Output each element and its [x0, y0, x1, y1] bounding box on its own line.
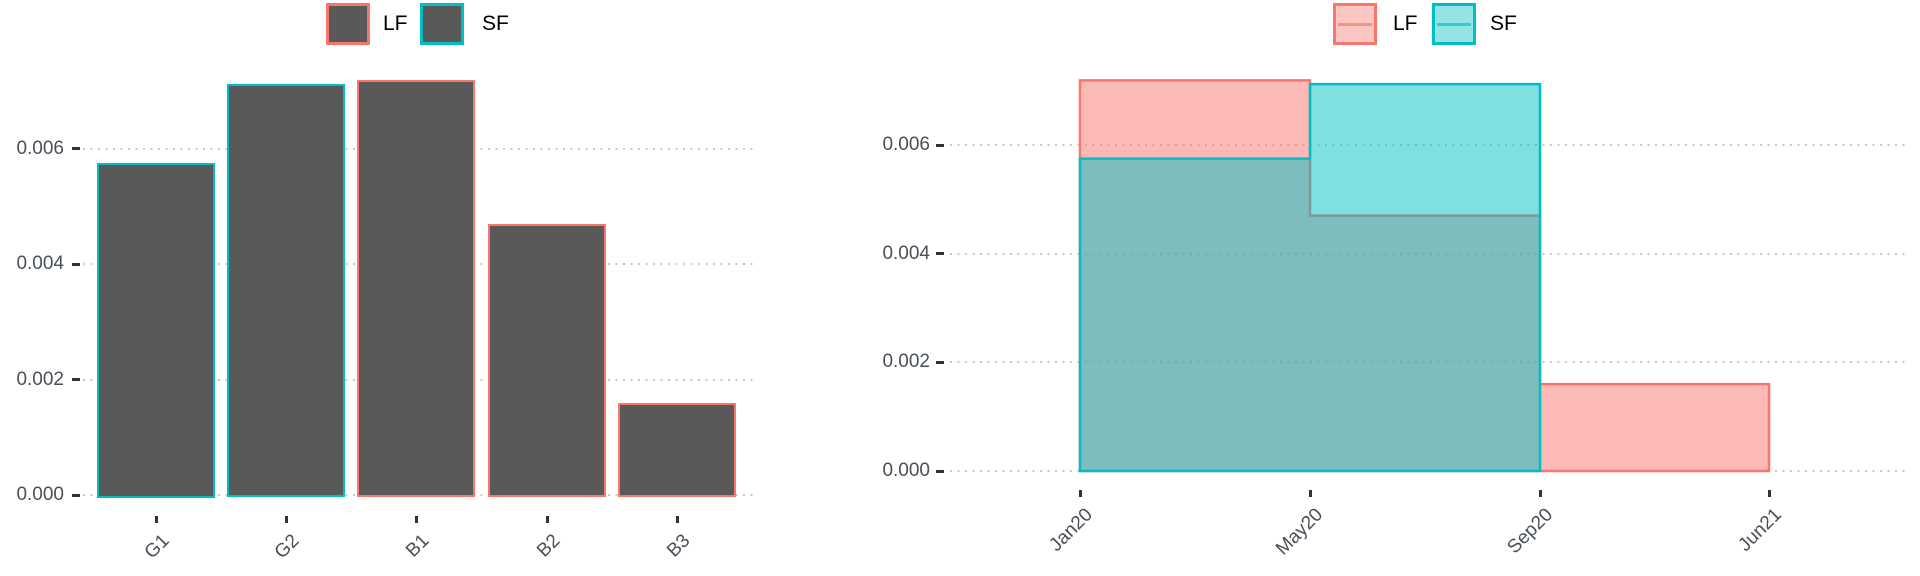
bar-b1 — [357, 79, 475, 498]
area-sf — [1078, 82, 1542, 473]
y-tick-mark — [72, 147, 80, 150]
x-tick-mark — [1538, 490, 1542, 497]
x-tick-mark — [545, 516, 549, 523]
legend-key-line-lf — [1338, 22, 1372, 26]
bar-g1 — [97, 162, 215, 498]
y-tick-label: 0.002 — [16, 368, 64, 390]
y-tick-mark — [72, 378, 80, 381]
legend-key-lf — [1333, 3, 1377, 45]
y-tick-label: 0.000 — [16, 484, 64, 505]
y-tick-mark — [72, 262, 80, 266]
y-tick-label: 0.004 — [882, 242, 930, 264]
bar-b3 — [618, 402, 736, 498]
legend-key-lf — [326, 3, 370, 45]
legend-key-sf — [1432, 3, 1476, 45]
y-tick-mark — [936, 252, 944, 256]
legend-key-sf — [420, 3, 464, 45]
bar-b2 — [488, 223, 606, 498]
y-tick-mark — [936, 469, 944, 473]
y-tick-label: 0.000 — [882, 460, 930, 481]
x-tick-mark — [284, 516, 288, 523]
y-tick-mark — [72, 493, 80, 497]
x-tick-mark — [1308, 490, 1312, 497]
x-tick-mark — [1767, 490, 1771, 497]
x-tick-mark — [154, 516, 158, 523]
bar-g2 — [227, 83, 345, 498]
legend-label-lf: LF — [1393, 12, 1418, 35]
y-tick-label: 0.002 — [882, 351, 930, 373]
x-tick-mark — [675, 516, 679, 523]
y-tick-label: 0.006 — [16, 137, 64, 159]
y-tick-label: 0.006 — [882, 134, 930, 155]
x-tick-mark — [1078, 490, 1082, 497]
legend-key-line-sf — [1437, 22, 1471, 26]
x-tick-mark — [414, 516, 418, 523]
legend-label-sf: SF — [1490, 12, 1517, 35]
legend-label-sf: SF — [482, 12, 509, 35]
legend-label-lf: LF — [383, 12, 408, 35]
y-tick-label: 0.004 — [16, 253, 64, 274]
y-tick-mark — [936, 360, 944, 364]
y-tick-mark — [936, 143, 944, 147]
